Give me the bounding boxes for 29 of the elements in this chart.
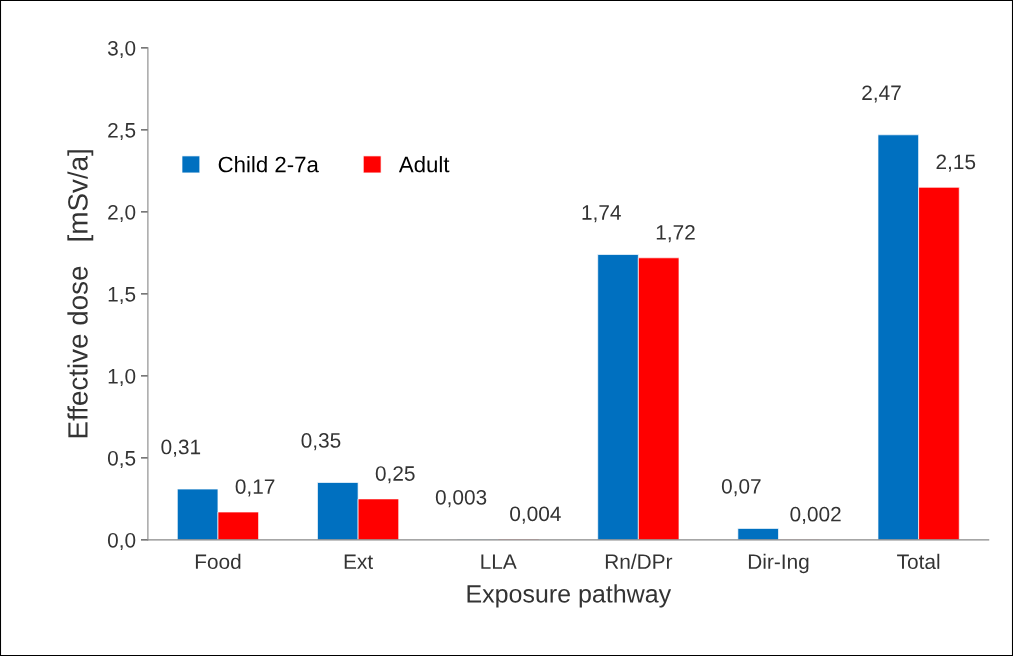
data-label: 2,15 xyxy=(936,154,976,172)
data-label: 0,17 xyxy=(235,479,275,497)
x-tick-label: Rn/DPr xyxy=(605,553,673,570)
y-tick-label: 1,5 xyxy=(108,287,136,305)
data-label: 0,31 xyxy=(161,439,201,457)
data-label: 0,35 xyxy=(301,433,341,451)
data-label: 0,002 xyxy=(790,506,841,525)
y-tick-label: 3,0 xyxy=(107,40,136,59)
data-label: 0,07 xyxy=(721,478,761,497)
data-label: 1,72 xyxy=(656,225,695,243)
data-label: 1,74 xyxy=(582,205,621,223)
x-tick-label: Ext xyxy=(344,554,373,570)
data-label: 0,004 xyxy=(510,506,561,524)
y-tick-label: 0,0 xyxy=(107,532,136,551)
x-axis-title: Exposure pathway xyxy=(467,584,672,608)
data-label: 0,25 xyxy=(375,466,415,484)
y-tick-label: 2,5 xyxy=(108,122,136,141)
data-label: 0,003 xyxy=(435,489,487,508)
x-tick-label: Dir-Ing xyxy=(748,553,809,574)
y-tick-label: 1,0 xyxy=(108,368,136,387)
y-tick-label: 2,0 xyxy=(108,204,136,223)
y-tick-label: 0,5 xyxy=(107,450,136,469)
x-tick-label: LLA xyxy=(481,554,517,569)
data-label: 2,47 xyxy=(862,85,901,103)
x-tick-label: Food xyxy=(195,553,241,570)
legend-label: Adult xyxy=(398,156,450,173)
legend-label: Child 2-7a xyxy=(218,156,319,173)
x-tick-label: Total xyxy=(897,553,940,570)
y-axis-title: Effective dose [mSv/a] xyxy=(67,150,94,438)
